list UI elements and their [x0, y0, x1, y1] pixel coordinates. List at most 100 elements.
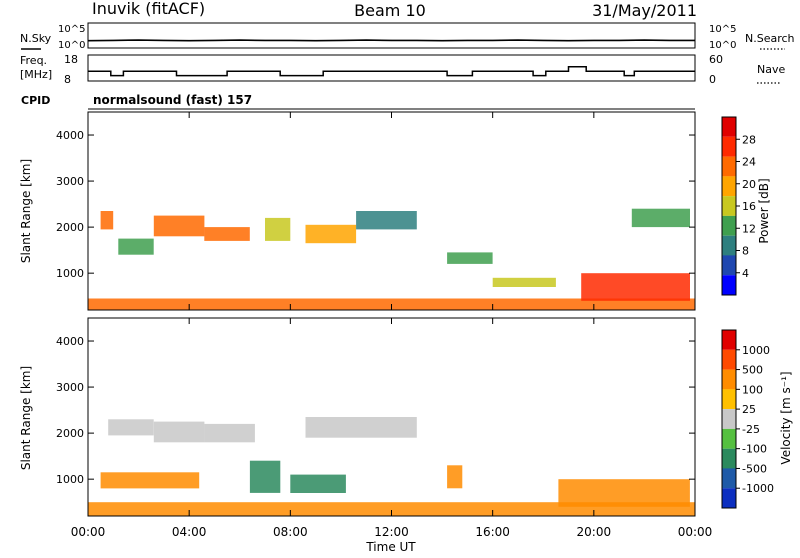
noise-panel-frame	[87, 22, 696, 49]
velocity-colorbar-swatch	[722, 468, 736, 489]
power-colorbar-swatch	[722, 275, 736, 295]
y-tick-label: 3000	[56, 381, 84, 394]
noise-left-tick-top: 10^5	[58, 24, 85, 35]
noise-left-tick-bottom: 10^0	[58, 40, 85, 51]
freq-tick-bottom: 8	[64, 73, 71, 86]
power-cells-cell	[447, 252, 493, 264]
beam-title: Beam 10	[354, 1, 426, 20]
power-colorbar-swatch	[722, 215, 736, 236]
freq-label-line1: Freq.	[20, 54, 47, 67]
power-colorbar: 28 24 20 16 12 8 4	[721, 116, 756, 296]
power-cells-cell	[265, 217, 291, 241]
station-title: Inuvik (fitACF)	[92, 0, 205, 18]
freq-tick-top: 18	[64, 53, 78, 66]
velocity-colorbar-tick-label: -25	[742, 423, 760, 436]
velocity-colorbar-tick-label: 25	[742, 403, 756, 416]
vel-cells-cell	[558, 479, 690, 507]
x-tick-label: 04:00	[172, 525, 207, 539]
power-colorbar-swatch	[722, 117, 736, 137]
power-colorbar-tick-label: 12	[742, 222, 756, 235]
power-colorbar-swatch	[722, 255, 736, 276]
power-colorbar-swatch	[722, 136, 736, 157]
y-tick-label: 2000	[56, 427, 84, 440]
date-title: 31/May/2011	[592, 1, 697, 20]
velocity-colorbar-swatch	[722, 349, 736, 370]
power-colorbar-swatch	[722, 156, 736, 177]
power-cells-cell	[356, 211, 417, 230]
vel-cells-cell	[204, 423, 255, 443]
power-colorbar-tick-label: 8	[742, 245, 749, 258]
velocity-colorbar-tick-label: 500	[742, 364, 763, 377]
velocity-colorbar-tick-label: 100	[742, 383, 763, 396]
power-cells-cell	[305, 224, 357, 244]
freq-panel-frame	[87, 54, 696, 82]
velocity-colorbar-swatch	[722, 330, 736, 350]
velocity-y-axis: 1000 2000 3000 4000	[56, 335, 695, 486]
velocity-colorbar-tick-label: -100	[742, 443, 767, 456]
x-axis-label: Time UT	[365, 540, 416, 554]
power-colorbar-tick-label: 20	[742, 178, 756, 191]
noise-right-tick-top: 10^5	[709, 24, 736, 35]
velocity-colorbar-swatch	[722, 369, 736, 390]
y-tick-label: 1000	[56, 473, 84, 486]
velocity-ylabel: Slant Range [km]	[19, 366, 33, 470]
velocity-colorbar-swatch	[722, 409, 736, 429]
power-cells-cell	[153, 215, 205, 237]
noise-sky-line	[87, 39, 695, 42]
velocity-colorbar-swatch	[722, 448, 736, 469]
power-cells-cell	[204, 227, 250, 241]
velocity-colorbar-swatch	[722, 428, 736, 449]
x-tick-label: 12:00	[374, 525, 409, 539]
vel-cells-cell	[305, 417, 417, 438]
y-tick-label: 2000	[56, 221, 84, 234]
nave-label: Nave	[757, 63, 785, 76]
cpid-value: normalsound (fast) 157	[93, 93, 252, 107]
power-colorbar-tick-label: 4	[742, 267, 749, 280]
velocity-colorbar: 1000 500 100 25 -25 -100 -500 -1000	[721, 329, 774, 509]
velocity-heatmap	[88, 417, 695, 516]
vel-cells-cell	[88, 502, 695, 516]
nave-tick-top: 60	[709, 53, 723, 66]
power-cells-cell	[118, 238, 154, 255]
freq-label-line2: [MHz]	[20, 68, 52, 81]
power-y-axis: 1000 2000 3000 4000	[56, 129, 695, 280]
vel-cells-cell	[108, 419, 154, 436]
power-colorbar-swatch	[722, 196, 736, 216]
power-cells-cell	[492, 277, 556, 287]
power-cells-cell	[581, 273, 690, 301]
x-tick-label: 16:00	[475, 525, 510, 539]
x-tick-label: 00:00	[71, 525, 106, 539]
power-heatmap	[88, 208, 695, 310]
y-tick-label: 1000	[56, 267, 84, 280]
power-colorbar-swatch	[722, 176, 736, 197]
noise-series	[87, 39, 695, 42]
vel-cells-cell	[153, 421, 205, 443]
power-colorbar-tick-label: 16	[742, 200, 756, 213]
freq-line	[88, 66, 695, 77]
noise-right-label: N.Search	[745, 32, 795, 45]
velocity-scale-label: Velocity [m s⁻¹]	[779, 371, 793, 464]
noise-left-label: N.Sky	[20, 32, 52, 45]
x-tick-label: 08:00	[273, 525, 308, 539]
noise-right-tick-bottom: 10^0	[709, 40, 736, 51]
vel-cells-cell	[290, 474, 346, 493]
power-cells-cell	[631, 208, 690, 228]
x-tick-label: 00:00	[678, 525, 713, 539]
x-tick-label: 20:00	[577, 525, 612, 539]
time-x-axis: 00:00 04:00 08:00 12:00 16:00 20:00 00:00	[71, 112, 713, 539]
power-colorbar-tick-label: 24	[742, 156, 756, 169]
power-colorbar-tick-label: 28	[742, 133, 756, 146]
vel-cells-cell	[447, 465, 463, 489]
velocity-colorbar-tick-label: 1000	[742, 344, 770, 357]
y-tick-label: 3000	[56, 175, 84, 188]
vel-cells-cell	[100, 472, 200, 489]
cpid-label: CPID	[21, 94, 50, 107]
power-ylabel: Slant Range [km]	[19, 159, 33, 263]
velocity-colorbar-frame	[721, 329, 737, 509]
power-colorbar-swatch	[722, 235, 736, 256]
vel-cells-cell	[249, 460, 281, 493]
power-cells-cell	[100, 211, 114, 230]
nave-tick-bottom: 0	[709, 73, 716, 86]
